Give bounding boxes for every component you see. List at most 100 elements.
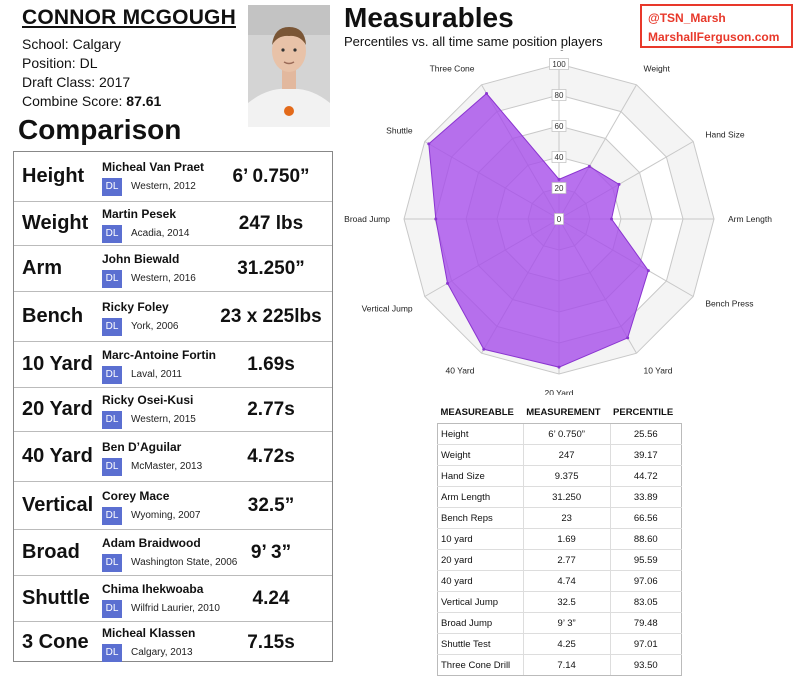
comparison-value: 23 x 225lbs (220, 306, 322, 327)
comparison-player-name: Micheal Klassen (102, 625, 196, 640)
meas-value-cell: 4.25 (522, 633, 611, 655)
comparison-value: 31.250” (237, 258, 305, 279)
meas-value-cell: 32.5 (522, 591, 611, 613)
comparison-value: 247 lbs (238, 213, 304, 234)
comparison-player-name: Ben D’Aguilar (102, 440, 182, 454)
comparison-player-name: Corey Mace (102, 489, 170, 503)
meas-name-cell: Hand Size (437, 465, 524, 487)
meas-name-cell: Bench Reps (437, 507, 524, 529)
twitter-handle: @TSN_Marsh (648, 11, 726, 25)
meas-percentile-cell: 66.56 (609, 507, 683, 529)
comparison-value: 4.24 (252, 588, 290, 609)
meas-table-row: Height 6’ 0.750” 25.56 (437, 423, 683, 445)
radar-category-label: Vertical Jump (362, 304, 413, 314)
combine-score-value: 87.61 (126, 93, 162, 109)
meas-percentile-cell: 25.56 (609, 423, 683, 445)
meas-value-cell: 7.14 (522, 654, 611, 676)
comparison-row: Bench Ricky Foley DL York, 2006 23 x 225lbs (14, 292, 332, 342)
measurables-subtitle: Percentiles vs. all time same position p… (344, 34, 603, 49)
meas-table-header: MEASUREABLE MEASUREMENT PERCENTILE (437, 401, 682, 424)
meas-table-row: 40 yard 4.74 97.06 (437, 570, 683, 592)
meas-table-row: Bench Reps 23 66.56 (437, 507, 683, 529)
comparison-row: Broad Adam Braidwood DL Washington State, 2… (14, 530, 332, 576)
position-badge: DL (102, 554, 122, 572)
radar-category-label: Hand Size (705, 130, 744, 140)
comparison-school: Laval, 2011 (131, 369, 182, 380)
comparison-metric: Weight (22, 212, 89, 234)
radar-data-point (485, 91, 489, 95)
comparison-value: 4.72s (247, 446, 295, 467)
radar-category-label: 20 Yard (545, 388, 574, 395)
measurables-table: MEASUREABLE MEASUREMENT PERCENTILE Height 6… (437, 401, 683, 676)
comparison-value: 32.5” (247, 495, 295, 516)
meas-name-cell: Broad Jump (437, 612, 524, 634)
radar-data-point (482, 347, 486, 351)
meas-percentile-cell: 39.17 (609, 444, 683, 466)
meas-percentile-cell: 93.50 (609, 654, 683, 676)
radar-category-label: Shuttle (386, 126, 413, 136)
meas-name-cell: Shuttle Test (437, 633, 524, 655)
comparison-school: Wyoming, 2007 (131, 510, 201, 521)
radar-data-point (427, 142, 431, 146)
comparison-school: Wilfrid Laurier, 2010 (131, 603, 220, 614)
comparison-player-name: Ricky Foley (102, 300, 169, 314)
comparison-row: Shuttle Chima Ihekwoaba DL Wilfrid Laurier,… (14, 576, 332, 622)
meas-name-cell: 40 yard (437, 570, 524, 592)
meas-name-cell: Three Cone Drill (437, 654, 524, 676)
meas-value-cell: 9.375 (522, 465, 611, 487)
meas-table-row: Three Cone Drill 7.14 93.50 (437, 654, 683, 676)
meas-percentile-cell: 79.48 (609, 612, 683, 634)
radar-category-label: 40 Yard (446, 365, 475, 375)
comparison-row: 20 Yard Ricky Osei-Kusi DL Western, 2015 2.7… (14, 388, 332, 432)
comparison-school: York, 2006 (131, 321, 179, 332)
meas-table-body: Height 6’ 0.750” 25.56 Weight 247 39.17 Hand S… (437, 423, 683, 676)
comparison-value: 6’ 0.750” (232, 166, 310, 187)
radar-tick-box (549, 58, 569, 70)
meas-name-cell: 10 yard (437, 528, 524, 550)
position-badge: DL (102, 178, 122, 196)
comparison-player-name: Adam Braidwood (102, 536, 201, 550)
meas-percentile-cell: 88.60 (609, 528, 683, 550)
comparison-metric: 10 Yard (22, 353, 93, 375)
comparison-school: Western, 2016 (131, 273, 196, 284)
comparison-player-name: Ricky Osei-Kusi (102, 393, 194, 407)
combine-score-line: Combine Score: 87.61 (22, 93, 161, 109)
radar-chart: 0 20 40 60 80 100 Height Weight Hand Size Arm Len… (344, 50, 772, 395)
position-badge: DL (102, 225, 122, 243)
position-badge: DL (102, 507, 122, 525)
meas-table-row: Shuttle Test 4.25 97.01 (437, 633, 683, 655)
website-link: MarshallFerguson.com (648, 30, 780, 44)
branding-box: @TSN_Marsh MarshallFerguson.com (640, 4, 793, 48)
meas-percentile-cell: 97.06 (609, 570, 683, 592)
comparison-row: 10 Yard Marc-Antoine Fortin DL Laval, 2011 1… (14, 342, 332, 388)
meas-name-cell: Height (437, 423, 524, 445)
position-badge: DL (102, 600, 122, 618)
comparison-metric: Height (22, 165, 85, 187)
comparison-title: Comparison (18, 114, 182, 145)
radar-tick-label: 100 (552, 60, 566, 69)
comparison-school: McMaster, 2013 (131, 461, 203, 472)
position-badge: DL (102, 643, 122, 662)
comparison-school: Acadia, 2014 (131, 228, 190, 239)
meas-table-header-cell: MEASUREABLE (437, 401, 524, 424)
comparison-row: Vertical Corey Mace DL Wyoming, 2007 32.5” (14, 482, 332, 530)
radar-tick-label: 40 (555, 153, 564, 162)
comparison-row: Arm John Biewald DL Western, 2016 31.250” (14, 246, 332, 292)
radar-category-label: 10 Yard (644, 365, 673, 375)
school-line: School: Calgary (22, 36, 121, 52)
radar-data-point (587, 164, 591, 168)
comparison-metric: Vertical (22, 494, 94, 516)
meas-table-row: Hand Size 9.375 44.72 (437, 465, 683, 487)
meas-percentile-cell: 97.01 (609, 633, 683, 655)
comparison-player-name: Chima Ihekwoaba (102, 582, 204, 596)
player-photo (248, 5, 330, 127)
meas-table-row: 10 yard 1.69 88.60 (437, 528, 683, 550)
radar-category-label: Broad Jump (344, 214, 390, 224)
meas-name-cell: Vertical Jump (437, 591, 524, 613)
radar-data-point (446, 281, 450, 285)
radar-tick-label: 0 (557, 215, 562, 224)
comparison-player-name: Micheal Van Praet (102, 160, 205, 174)
comparison-metric: Arm (22, 257, 63, 279)
meas-table-row: Arm Length 31.250 33.89 (437, 486, 683, 508)
radar-data-point (626, 336, 630, 340)
